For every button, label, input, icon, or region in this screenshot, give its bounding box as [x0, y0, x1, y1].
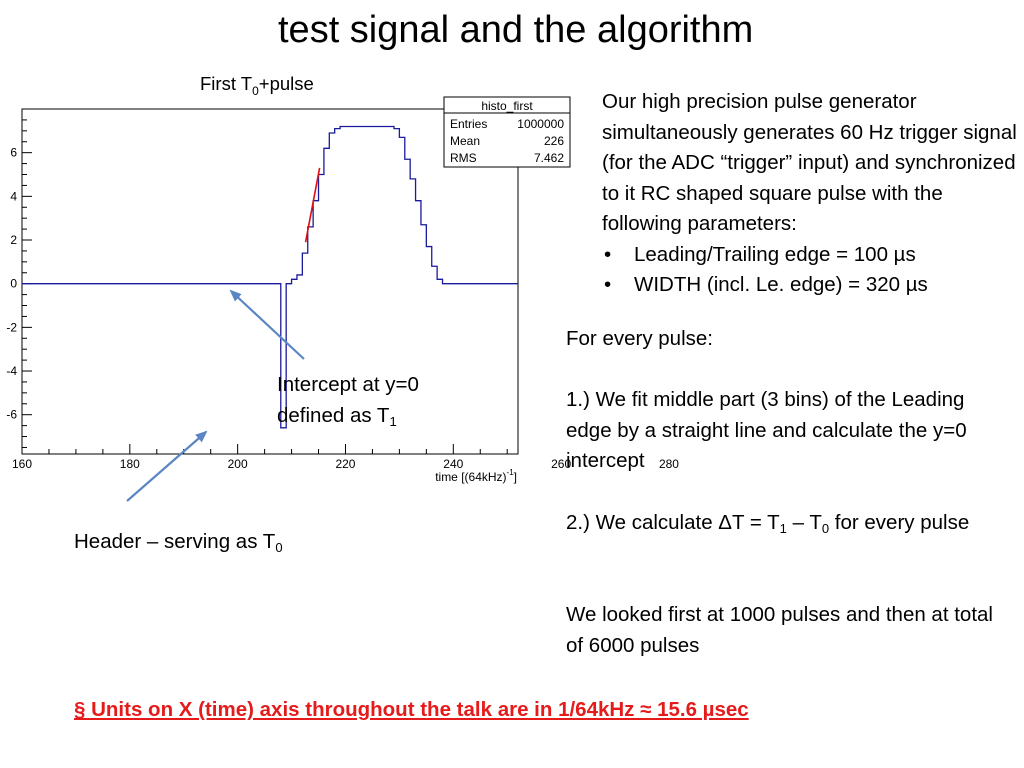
stats-rms-value: 7.462: [534, 151, 564, 165]
y-tick-label: -4: [6, 364, 17, 378]
pulses-note: We looked first at 1000 pulses and then …: [566, 603, 993, 657]
x-tick-label: 240: [443, 457, 463, 471]
fit-line: [304, 167, 321, 243]
x-tick-label: 160: [12, 457, 32, 471]
intercept-annotation: Intercept at y=0 defined as T1: [277, 370, 507, 431]
stats-entries-value: 1000000: [517, 117, 564, 131]
parameter-list: Leading/Trailing edge = 100 µs WIDTH (in…: [602, 240, 1022, 301]
parameter-edge: Leading/Trailing edge = 100 µs: [602, 240, 1022, 271]
x-axis: 160 180 200 220 240 260 280: [12, 444, 679, 471]
x-tick-label: 180: [120, 457, 140, 471]
x-axis-label: time [(64kHz)-1]: [435, 468, 517, 484]
header-arrow: [126, 430, 208, 502]
step-2-sub1: 1: [779, 521, 787, 536]
y-tick-label: 6: [10, 146, 17, 160]
step-2-pre: 2.) We calculate ΔT = T: [566, 511, 780, 534]
histogram-series: [22, 125, 518, 429]
description-text: Our high precision pulse generator simul…: [602, 90, 1017, 235]
stats-rms-label: RMS: [450, 151, 477, 165]
step-2-mid: – T: [786, 511, 822, 534]
stats-box: histo_first Entries 1000000 Mean 226 RMS…: [443, 96, 571, 168]
units-note: § Units on X (time) axis throughout the …: [74, 698, 749, 721]
step-2: 2.) We calculate ΔT = T1 – T0 for every …: [566, 508, 1006, 539]
intercept-sub: 1: [389, 413, 397, 429]
chart-title-sub: 0: [252, 84, 259, 98]
intercept-arrow: [229, 289, 305, 360]
stats-mean-label: Mean: [450, 134, 480, 148]
y-tick-label: 2: [10, 233, 17, 247]
for-every-pulse: For every pulse:: [566, 327, 713, 350]
description-block: Our high precision pulse generator simul…: [602, 87, 1022, 301]
x-tick-label: 280: [659, 457, 679, 471]
plot-frame: [21, 108, 519, 455]
chart-title-pre: First T: [200, 73, 252, 94]
chart-title-post: +pulse: [259, 73, 314, 94]
header-annotation: Header – serving as T0: [74, 527, 374, 558]
parameter-width: WIDTH (incl. Le. edge) = 320 µs: [602, 270, 1022, 301]
intercept-line2: defined as T: [277, 403, 390, 427]
chart-title: First T0+pulse: [200, 73, 314, 98]
x-tick-label: 200: [228, 457, 248, 471]
stats-box-name: histo_first: [481, 99, 533, 113]
x-tick-label: 220: [335, 457, 355, 471]
y-tick-label: -6: [6, 408, 17, 422]
step-2-post: for every pulse: [829, 511, 970, 534]
x-tick-label: 260: [551, 457, 571, 471]
y-tick-label: 0: [10, 277, 17, 291]
x-axis-label-main: time [(64kHz): [435, 470, 506, 484]
y-tick-label: -2: [6, 320, 17, 334]
y-tick-label: 4: [10, 189, 17, 203]
slide-title: test signal and the algorithm: [278, 9, 754, 51]
x-axis-label-post: ]: [514, 470, 517, 484]
intercept-line1: Intercept at y=0: [277, 373, 419, 396]
header-note-sub: 0: [275, 540, 283, 555]
step-2-sub0: 0: [821, 521, 830, 536]
header-note-text: Header – serving as T: [74, 530, 276, 553]
svg-text:First T0+pulse: First T0+pulse: [200, 73, 314, 98]
series-layer: [22, 125, 518, 429]
step-1: 1.) We fit middle part (3 bins) of the L…: [566, 388, 967, 472]
stats-mean-value: 226: [544, 134, 564, 148]
y-axis: -6 -4 -2 0 2 4 6: [6, 108, 32, 448]
x-axis-label-sup: -1: [507, 468, 515, 477]
stats-entries-label: Entries: [450, 117, 487, 131]
